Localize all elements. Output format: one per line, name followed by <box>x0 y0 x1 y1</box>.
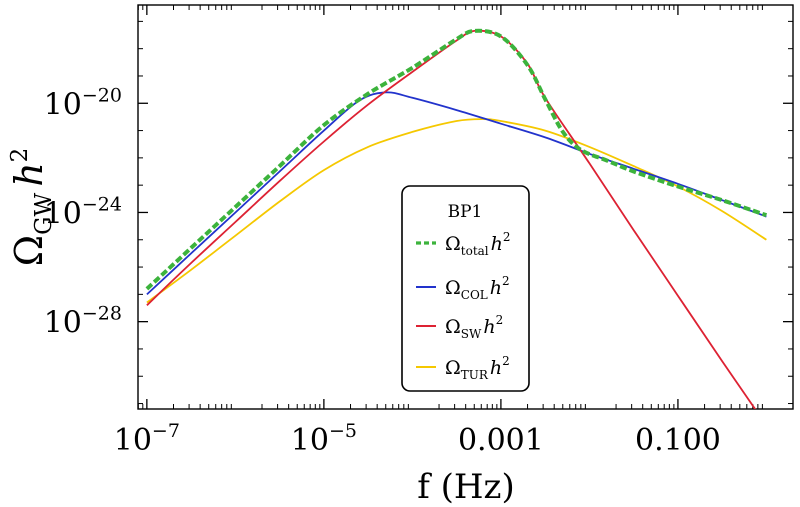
legend-entry-tur: ΩTUR h2 <box>416 354 510 382</box>
y-axis-label-tail: h <box>7 162 51 186</box>
x-axis-label: f (Hz) <box>417 467 514 507</box>
legend: BP1 Ωtotal h2 ΩCOL h2 ΩSW h2 ΩTUR h2 <box>401 185 530 392</box>
x-tick-label: 0.100 <box>635 423 721 458</box>
y-axis-label: ΩGW h2 <box>7 148 57 267</box>
major-ticks <box>138 5 793 409</box>
y-axis-label-sup: 2 <box>7 148 33 163</box>
minor-ticks <box>137 5 793 409</box>
legend-label-col: ΩCOL h2 <box>445 274 510 302</box>
series-layer <box>145 28 768 409</box>
series-line-col <box>146 91 767 296</box>
legend-entry-sw: ΩSW h2 <box>416 313 503 341</box>
y-tick-labels: 10−20 10−24 10−28 <box>44 84 122 340</box>
legend-label-tur: ΩTUR h2 <box>445 354 510 382</box>
x-tick-label: 10−7 <box>114 420 180 458</box>
legend-entry-total: Ωtotal h2 <box>416 230 511 258</box>
y-tick-label: 10−24 <box>44 193 122 231</box>
x-tick-labels: 10−7 10−5 0.001 0.100 <box>114 420 721 458</box>
legend-box <box>401 185 530 392</box>
y-axis-label-sub: GW <box>31 192 57 234</box>
series-line-total <box>145 28 768 291</box>
y-axis-label-base: Ω <box>7 235 51 267</box>
x-tick-label: 0.001 <box>458 423 544 458</box>
legend-label-sw: ΩSW h2 <box>445 313 503 341</box>
x-tick-label: 10−5 <box>291 420 357 458</box>
legend-title: BP1 <box>448 202 483 222</box>
y-tick-label: 10−28 <box>44 303 122 341</box>
y-tick-label: 10−20 <box>44 84 122 122</box>
legend-entry-col: ΩCOL h2 <box>416 274 510 302</box>
legend-label-total: Ωtotal h2 <box>445 230 511 258</box>
